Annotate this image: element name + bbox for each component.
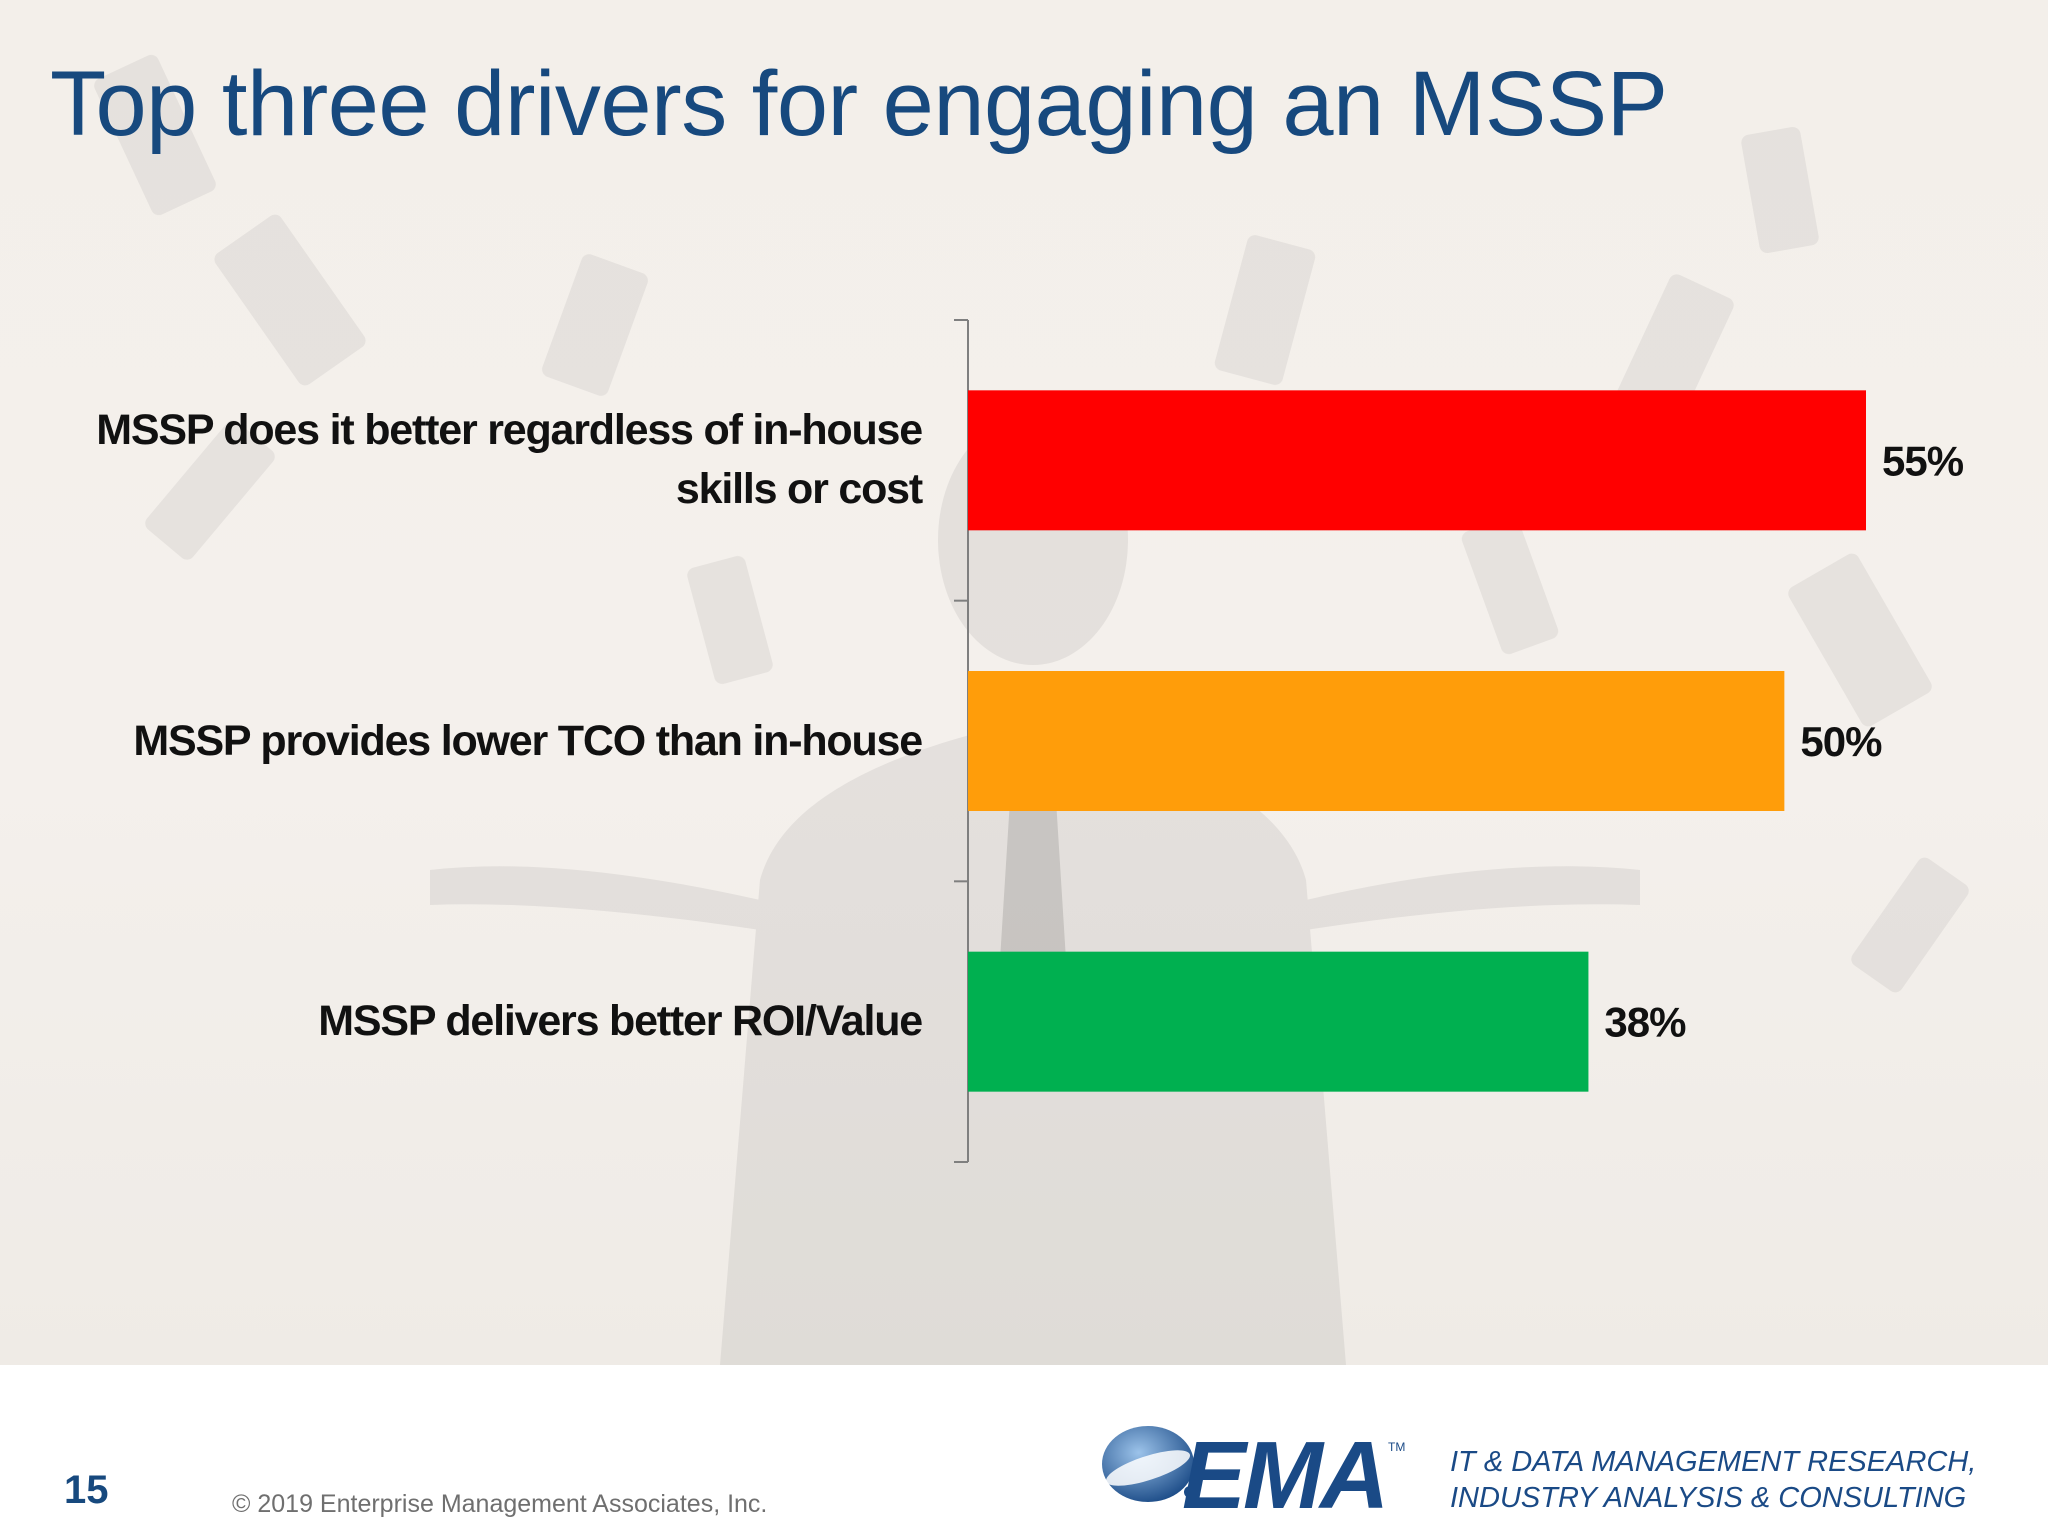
category-label-3: MSSP delivers better ROI/Value — [318, 997, 923, 1046]
chart-plot: 55% 50% 38% — [954, 319, 1965, 1163]
category-label-1: MSSP does it better regardless of in-hou… — [96, 406, 923, 514]
slide-title: Top three drivers for engaging an MSSP — [50, 53, 1668, 155]
value-label-1: 55% — [1882, 437, 1964, 484]
value-label-2: 50% — [1800, 718, 1882, 765]
footer — [0, 1365, 2048, 1536]
tagline: IT & DATA MANAGEMENT RESEARCH, INDUSTRY … — [1450, 1446, 1977, 1514]
ema-logo-icon — [1102, 1426, 1196, 1502]
bar-chart: 55% 50% 38% MSSP does it better regardless… — [96, 319, 1965, 1163]
background-photo-illustration — [94, 54, 1969, 1365]
page-number: 15 — [64, 1468, 109, 1512]
category-label-2: MSSP provides lower TCO than in-house — [133, 716, 923, 765]
value-label-3: 38% — [1604, 999, 1686, 1046]
bar-3 — [968, 951, 1589, 1092]
bar-1 — [968, 390, 1866, 531]
trademark-mark: TM — [1388, 1440, 1406, 1454]
bar-2 — [968, 671, 1785, 811]
ema-wordmark: EMA — [1182, 1422, 1389, 1529]
copyright-notice: © 2019 Enterprise Management Associates,… — [232, 1490, 768, 1518]
